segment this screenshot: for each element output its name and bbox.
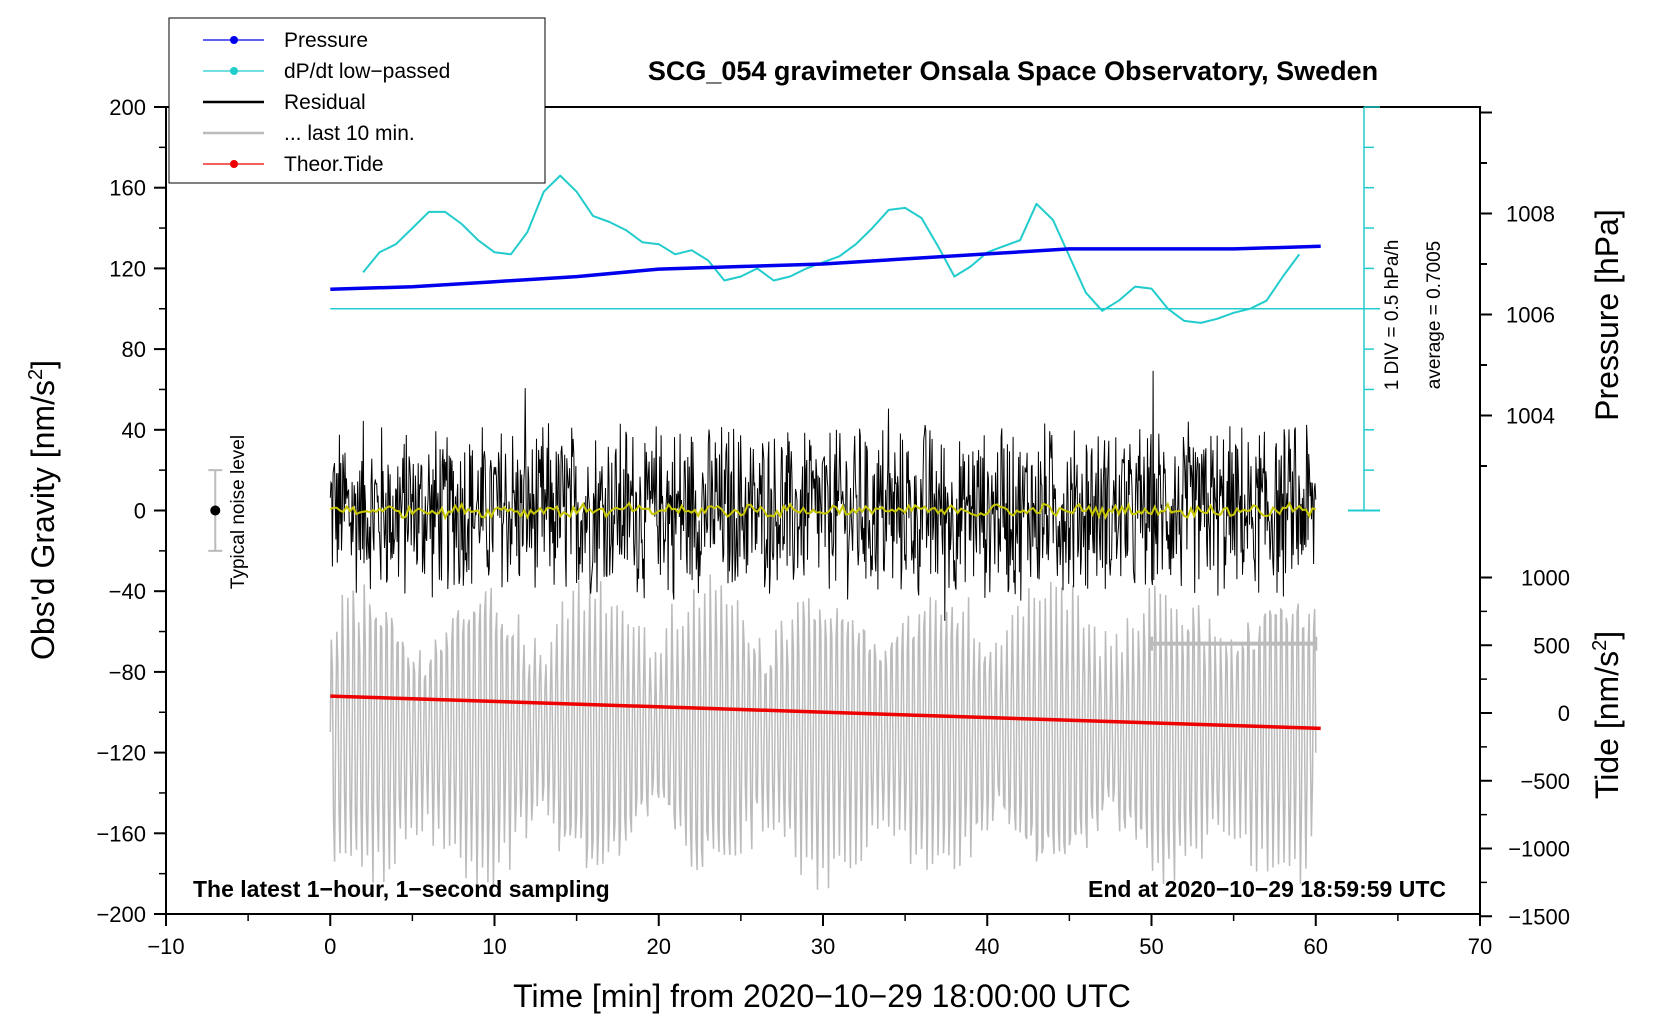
dpdt-line	[362, 174, 1301, 324]
tide-tick-label: 500	[1533, 633, 1570, 658]
x-tick-label: 50	[1139, 934, 1163, 959]
y-tick-label: 200	[109, 95, 146, 120]
tide-axis-title-main: Tide [nm/s	[1589, 651, 1625, 799]
residual-lowpass-line	[329, 501, 1317, 521]
chart-title: SCG_054 gravimeter Onsala Space Observat…	[648, 56, 1378, 86]
legend: Pressure dP/dt low−passed Residual ... last…	[168, 17, 546, 184]
legend-marker	[230, 36, 238, 44]
theor-tide-line	[330, 694, 1321, 731]
y-tick-label: −200	[96, 902, 146, 927]
legend-label: ... last 10 min.	[284, 122, 415, 145]
pressure-tick-label: 1006	[1506, 303, 1555, 328]
x-tick-label: 10	[482, 934, 506, 959]
x-axis-title: Time [min] from 2020−10−29 18:00:00 UTC	[513, 978, 1131, 1014]
y-tick-label: 160	[109, 176, 146, 201]
tide-tick-label: −500	[1520, 769, 1570, 794]
x-tick-label: 70	[1468, 934, 1492, 959]
dpdt-scale-bar	[330, 106, 1380, 512]
y-tick-label: −40	[109, 579, 146, 604]
theor-tide-series	[330, 694, 1321, 731]
legend-label: Pressure	[284, 29, 368, 52]
y-tick-label: −120	[96, 741, 146, 766]
tide-tick-label: −1000	[1508, 837, 1570, 862]
x-axis-ticks: −10 0 10 20 30 40 50 60 70	[147, 914, 1492, 959]
pressure-axis-ticks: 1008 1006 1004	[1480, 111, 1555, 467]
div-scale-label: 1 DIV = 0.5 hPa/h	[1382, 240, 1403, 391]
legend-marker	[230, 160, 238, 168]
y-left-axis-title-end: ]	[25, 360, 61, 369]
y-left-axis-title-main: Obs'd Gravity [nm/s	[25, 380, 61, 660]
y-tick-label: 0	[134, 499, 146, 524]
average-label: average = 0.7005	[1424, 241, 1445, 389]
legend-items: Pressure dP/dt low−passed Residual ... last…	[203, 29, 450, 176]
y-tick-label: −160	[96, 821, 146, 846]
chart-markers	[208, 469, 1318, 651]
y-left-axis-ticks: 200 160 120 80 40 0 −40 −80 −120 −160 −200	[96, 95, 166, 927]
y-left-axis-title-sup: 2	[25, 369, 47, 380]
annotation-end-time: End at 2020−10−29 18:59:59 UTC	[1088, 876, 1446, 902]
legend-label: Theor.Tide	[284, 153, 384, 176]
pressure-line	[330, 244, 1321, 292]
residual-line	[329, 370, 1317, 621]
noise-level-label: Typical noise level	[228, 435, 249, 589]
y-tick-label: 40	[122, 418, 146, 443]
tide-axis-ticks: 1000 500 0 −500 −1000 −1500	[1480, 566, 1570, 929]
tide-axis-title-end: ]	[1589, 631, 1625, 640]
x-tick-label: 40	[975, 934, 999, 959]
pressure-tick-label: 1008	[1506, 202, 1555, 227]
x-tick-label: 20	[647, 934, 671, 959]
residual-lowpass-series	[329, 501, 1317, 521]
tide-tick-label: −1500	[1508, 904, 1570, 929]
tide-tick-label: 0	[1558, 701, 1570, 726]
last-10-min-series	[329, 574, 1317, 890]
x-tick-label: −10	[147, 934, 184, 959]
y-tick-label: −80	[109, 660, 146, 685]
pressure-axis-title: Pressure [hPa]	[1589, 209, 1625, 421]
dpdt-series	[362, 174, 1301, 324]
x-tick-label: 60	[1304, 934, 1328, 959]
legend-label: Residual	[284, 91, 366, 114]
legend-box	[168, 17, 546, 184]
y-tick-label: 120	[109, 256, 146, 281]
legend-marker	[230, 67, 238, 75]
x-tick-label: 30	[811, 934, 835, 959]
residual-series	[329, 370, 1317, 621]
tide-axis-title: Tide [nm/s2]	[1589, 631, 1625, 799]
x-tick-label: 0	[324, 934, 336, 959]
tide-axis-title-sup: 2	[1589, 640, 1611, 651]
y-left-axis-title: Obs'd Gravity [nm/s2]	[25, 360, 61, 660]
pressure-tick-label: 1004	[1506, 404, 1555, 429]
tide-tick-label: 1000	[1521, 566, 1570, 591]
noise-level-dot	[210, 505, 221, 516]
last-10-min-line	[329, 574, 1317, 890]
pressure-series	[330, 244, 1321, 292]
y-tick-label: 80	[122, 337, 146, 362]
annotation-latest-hour: The latest 1−hour, 1−second sampling	[193, 876, 610, 902]
legend-label: dP/dt low−passed	[284, 60, 450, 83]
